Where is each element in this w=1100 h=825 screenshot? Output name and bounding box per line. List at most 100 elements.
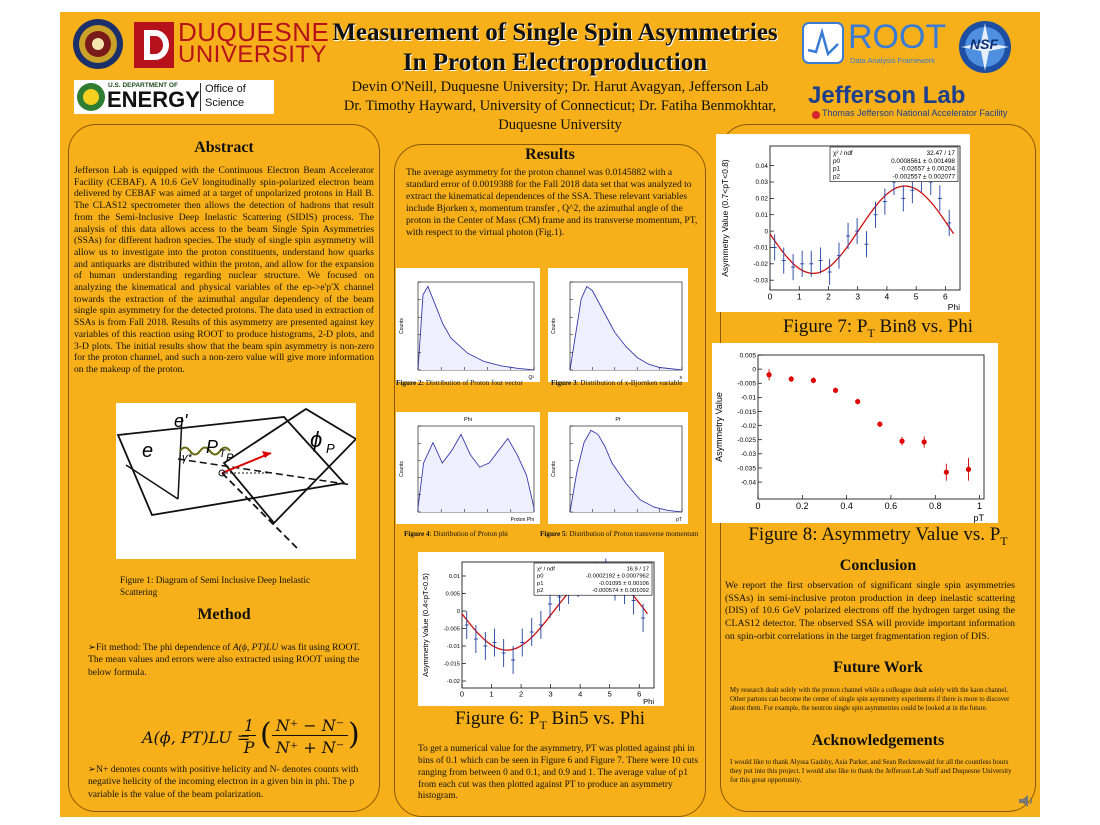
histogram-curve [417, 285, 535, 371]
x-tick-label: 0.6 [885, 501, 898, 511]
y-tick-label: -0.01 [753, 245, 768, 252]
x-axis-label: pT [676, 517, 682, 523]
future-work-heading: Future Work [833, 659, 923, 676]
y-tick-label: 0.03 [756, 179, 769, 186]
duquesne-d-logo [134, 22, 174, 68]
x-tick-label: 4 [885, 292, 890, 302]
y-tick-label: -0.01 [741, 395, 756, 402]
y-axis-label: Asymmetry Value (0.4<pT<0.5) [421, 573, 430, 677]
histogram-title: Pt [615, 417, 621, 423]
root-wordmark: ROOT [848, 18, 947, 56]
fig3-cap-bold: Figure 3 [551, 379, 577, 387]
figure4-phi-histogram: Counts Proton Phi Phi [396, 412, 540, 524]
stats-box [829, 146, 959, 182]
figure6-caption: Figure 6: PT Bin5 vs. Phi [455, 708, 645, 732]
y-tick-label: -0.02 [447, 679, 460, 685]
stats-value: -0.02657 ± 0.00204 [900, 166, 956, 173]
method-fit-expr: A(ϕ, PT)LU [232, 642, 279, 653]
y-tick-label: -0.03 [741, 451, 756, 458]
bullet-icon-2: ➢ [88, 764, 97, 775]
data-point [766, 372, 772, 378]
fit-curve [769, 185, 955, 275]
y-axis-label: Asymmetry Value (0.7<pT<0.8) [720, 159, 730, 277]
x-axis-label: Phi [643, 697, 654, 706]
y-tick-label: 0.005 [739, 352, 756, 359]
x-tick-label: 1 [977, 501, 982, 511]
figure3-x-histogram: Counts x [548, 268, 688, 382]
jlab-subtitle: Thomas Jefferson National Accelerator Fa… [822, 108, 1008, 118]
method-heading: Method [197, 606, 251, 623]
formula-lhs: A(ϕ, PT)LU = [142, 728, 251, 747]
stats-value: 0.0008561 ± 0.001498 [891, 158, 955, 165]
y-tick-label: -0.01 [447, 644, 460, 650]
stats-key: p1 [537, 581, 543, 587]
formula-numerator: N⁺ − N⁻ [272, 716, 348, 736]
data-point [899, 438, 905, 444]
figure7-caption: Figure 7: PT Bin8 vs. Phi [783, 316, 973, 340]
duquesne-seal-logo [73, 19, 123, 69]
abstract-text: Jefferson Lab is equipped with the Conti… [74, 165, 374, 375]
x-axis-label: x [680, 375, 683, 381]
method-counts: N+ denotes counts with positive helicity… [88, 764, 359, 800]
asymmetry-formula: A(ϕ, PT)LU = 1 P ( N⁺ − N⁻ N⁺ + N⁻ ) [142, 716, 360, 757]
histogram-curve [417, 433, 535, 512]
data-point [877, 421, 883, 427]
label-pt: P [206, 437, 218, 457]
jlab-wordmark: Jefferson Lab [808, 82, 966, 109]
conclusion-text: We report the first observation of signi… [725, 580, 1015, 642]
x-tick-label: 0 [460, 690, 464, 699]
doe-small-text: U.S. DEPARTMENT OF [108, 82, 178, 89]
figure2-caption: Figure 2: Distribution of Proton four ve… [396, 379, 546, 387]
method-fit-pre: Fit method: The phi dependence of [96, 642, 233, 653]
speaker-icon[interactable] [1018, 794, 1034, 808]
figure5-pt-histogram: Counts pT Pt [548, 412, 688, 524]
data-point [810, 377, 816, 384]
figure3-caption: Figure 3: Distribution of x-Bjornken var… [551, 379, 701, 387]
future-work-text: My research dealt solely with the proton… [730, 687, 1010, 712]
nsf-logo [959, 21, 1011, 73]
x-tick-label: 0.8 [929, 501, 942, 511]
x-tick-label: 1 [489, 690, 493, 699]
y-tick-label: -0.035 [737, 465, 756, 472]
authors-line3: Duquesne University [498, 117, 622, 133]
method-fit-post: was fit using ROOT. The mean values and … [88, 642, 360, 678]
label-gamma: γ* [182, 452, 193, 464]
y-tick-label: -0.015 [444, 662, 460, 668]
fig4-cap-bold: Figure 4 [404, 530, 430, 538]
plot-frame [769, 145, 961, 291]
jlab-dot-icon [812, 111, 820, 119]
stats-value: 32.47 / 17 [927, 150, 956, 157]
x-tick-label: 0 [768, 292, 773, 302]
stats-key: χ² / ndf [537, 566, 555, 572]
stats-key: p0 [833, 158, 841, 165]
label-pt-sub2: P [226, 452, 234, 464]
doe-seal-icon [77, 83, 105, 111]
poster-title-line2: In Proton Electroproduction [402, 49, 708, 76]
doe-office-text: Office of [205, 83, 246, 95]
label-e-prime: e' [174, 411, 188, 431]
y-tick-label: -0.005 [737, 381, 756, 388]
data-point [943, 469, 949, 475]
x-tick-label: 0.4 [840, 501, 853, 511]
label-pt-sub: T [219, 448, 227, 460]
conclusion-heading: Conclusion [839, 557, 917, 574]
figure8-asymmetry-vs-pt-plot: 0 0.2 0.4 0.6 0.8 1 0.005 0 -0.005 -0.01 -0.015 -0.… [712, 343, 998, 523]
duquesne-wordmark: DUQUESNE [178, 17, 330, 47]
left-panel [68, 124, 380, 812]
root-subtitle: Data Analysis Framework [850, 56, 936, 65]
x-tick-label: 5 [914, 292, 919, 302]
y-axis-label: Counts [399, 318, 405, 334]
plot-frame [461, 561, 655, 689]
label-e: e [142, 440, 153, 462]
fig5-cap-bold: Figure 5 [540, 530, 566, 538]
y-tick-label: -0.005 [444, 627, 460, 633]
stats-key: p2 [833, 174, 841, 181]
figure5-caption: Figure 5: Distribution of Proton transve… [540, 530, 708, 538]
label-phi: ϕ [310, 427, 322, 452]
x-tick-label: 3 [855, 292, 860, 302]
data-point [788, 376, 794, 382]
poster: DUQUESNE UNIVERSITY U.S. DEPARTMENT OF E… [60, 12, 1040, 817]
y-tick-label: 0 [764, 228, 768, 235]
y-axis-label: Counts [551, 461, 557, 477]
acknowledgements-heading: Acknowledgements [811, 732, 945, 749]
